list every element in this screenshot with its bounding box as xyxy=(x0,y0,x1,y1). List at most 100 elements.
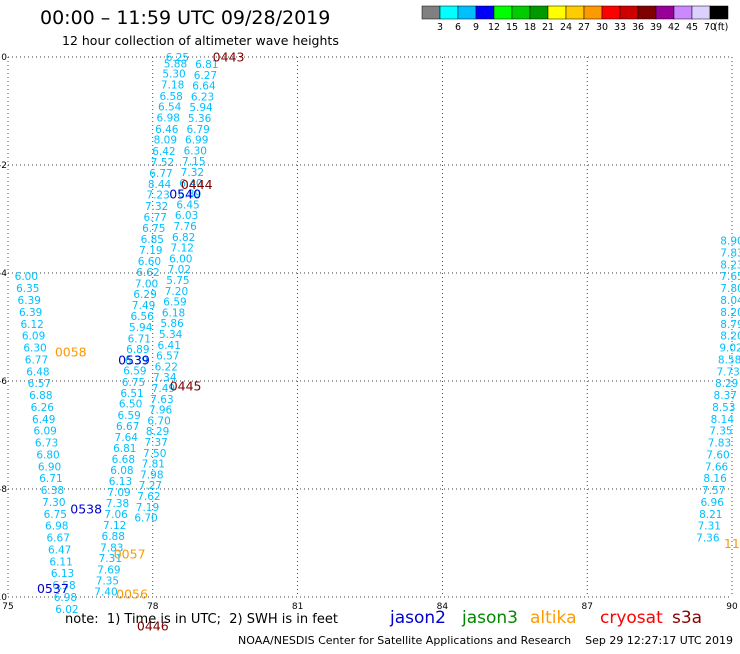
swh-data-point: 7.64 xyxy=(115,432,139,444)
colorbar-swatch xyxy=(457,5,477,20)
x-tick-label: 87 xyxy=(581,602,592,612)
colorbar-swatch xyxy=(565,5,585,20)
swh-data-point: 6.75 xyxy=(44,509,67,521)
swh-data-point: 6.58 xyxy=(52,580,75,592)
colorbar-label: 30 xyxy=(596,22,608,33)
x-tick-label: 81 xyxy=(292,602,303,612)
swh-data-point: 6.35 xyxy=(16,283,39,295)
colorbar-label: 18 xyxy=(524,22,536,33)
colorbar-swatch xyxy=(619,5,639,20)
swh-data-point: 6.79 xyxy=(186,124,209,136)
swh-data-point: 7.12 xyxy=(171,243,194,255)
swh-data-point: 7.73 xyxy=(716,366,739,378)
swh-data-point: 6.98 xyxy=(157,112,180,124)
swh-data-point: 8.90 xyxy=(720,236,740,248)
legend-altika: altika xyxy=(530,608,577,628)
swh-data-point: 6.08 xyxy=(110,465,133,477)
swh-data-point: 8.23 xyxy=(720,259,740,271)
swh-data-point: 7.35 xyxy=(709,426,732,438)
swh-data-point: 7.32 xyxy=(145,201,168,213)
swh-data-point: 6.62 xyxy=(136,267,159,279)
swh-data-point: 6.89 xyxy=(126,344,149,356)
colorbar-swatch xyxy=(655,5,675,20)
swh-data-point: 6.40 xyxy=(179,178,202,190)
swh-data-point: 8.29 xyxy=(146,426,169,438)
swh-data-point: 6.75 xyxy=(122,377,145,389)
swh-data-point: 7.23 xyxy=(146,190,169,202)
swh-data-point: 6.70 xyxy=(134,513,157,525)
swh-data-point: 6.70 xyxy=(147,415,170,427)
legend-label-jason3: jason3 xyxy=(462,608,518,628)
swh-data-point: 8.44 xyxy=(148,179,172,191)
swh-data-point: 6.49 xyxy=(32,414,55,426)
track-time-label: 0443 xyxy=(213,50,245,65)
track-time-label: 0537 xyxy=(37,581,69,596)
chart-title: 00:00 – 11:59 UTC 09/28/2019 xyxy=(40,7,331,29)
swh-data-point: 6.59 xyxy=(117,410,140,422)
swh-data-point: 6.71 xyxy=(128,333,151,345)
colorbar-label: 70 xyxy=(704,22,716,33)
swh-data-point: 7.57 xyxy=(702,485,725,497)
legend-label-cryosat: cryosat xyxy=(600,608,663,628)
swh-data-point: 6.88 xyxy=(29,390,52,402)
swh-data-point: 6.38 xyxy=(41,485,64,497)
swh-data-point: 6.77 xyxy=(25,354,48,366)
swh-data-point: 6.18 xyxy=(162,307,185,319)
track-time-label: 0056 xyxy=(116,586,148,601)
colorbar-label: 24 xyxy=(560,22,572,33)
track-time-label: 0538 xyxy=(70,502,102,517)
swh-data-point: 6.11 xyxy=(49,556,72,568)
swh-data-point: 6.13 xyxy=(109,476,132,488)
swh-data-point: 6.42 xyxy=(152,146,175,158)
swh-data-point: 6.67 xyxy=(116,421,139,433)
swh-data-point: 9.02 xyxy=(719,343,740,355)
colorbar-swatch xyxy=(475,5,495,20)
swh-data-point: 6.77 xyxy=(149,168,172,180)
swh-data-point: 6.45 xyxy=(176,199,199,211)
y-tick-label: -10 xyxy=(0,593,7,603)
colorbar-label: 12 xyxy=(488,22,500,33)
swh-data-point: 6.00 xyxy=(15,271,38,283)
colorbar-label: 3 xyxy=(437,22,443,33)
swh-data-point: 7.66 xyxy=(705,461,729,473)
swh-data-point: 7.96 xyxy=(149,405,173,417)
colorbar-swatch xyxy=(673,5,693,20)
swh-data-point: 7.63 xyxy=(150,394,173,406)
swh-data-point: 8.20 xyxy=(720,307,740,319)
colorbar-swatch xyxy=(637,5,657,20)
swh-data-point: 6.90 xyxy=(38,461,61,473)
swh-data-point: 6.54 xyxy=(158,102,182,114)
colorbar-label: 39 xyxy=(650,22,662,33)
swh-data-point: 7.52 xyxy=(151,157,174,169)
swh-data-point: 8.29 xyxy=(715,378,738,390)
y-tick-label: 0 xyxy=(1,53,7,63)
swh-data-point: 7.00 xyxy=(135,278,158,290)
track-time-label: 0539 xyxy=(118,352,150,367)
swh-data-point: 7.36 xyxy=(696,533,720,545)
swh-data-point: 7.34 xyxy=(153,372,177,384)
colorbar-label: 15 xyxy=(506,22,518,33)
swh-data-point: 5.88 xyxy=(164,58,187,70)
swh-data-point: 7.02 xyxy=(168,264,191,276)
y-tick-label: -2 xyxy=(0,161,7,171)
colorbar-swatch xyxy=(691,5,711,20)
swh-data-point: 6.30 xyxy=(23,343,46,355)
swh-data-point: 5.30 xyxy=(162,69,185,81)
swh-data-point: 6.00 xyxy=(169,253,192,265)
swh-data-point: 7.80 xyxy=(720,283,740,295)
swh-data-point: 7.35 xyxy=(96,575,119,587)
swh-data-point: 7.76 xyxy=(173,221,197,233)
swh-data-point: 7.20 xyxy=(165,286,188,298)
swh-data-point: 5.75 xyxy=(166,275,189,287)
colorbar-label: 21 xyxy=(542,22,554,33)
swh-data-point: 7.83 xyxy=(100,542,123,554)
swh-data-point: 5.94 xyxy=(189,102,213,114)
swh-data-point: 6.03 xyxy=(175,210,198,222)
swh-data-point: 7.40 xyxy=(94,587,117,599)
colorbar-swatch xyxy=(511,5,531,20)
x-tick-label: 75 xyxy=(2,602,13,612)
swh-data-point: 6.81 xyxy=(113,443,136,455)
swh-data-point: 6.59 xyxy=(163,297,186,309)
